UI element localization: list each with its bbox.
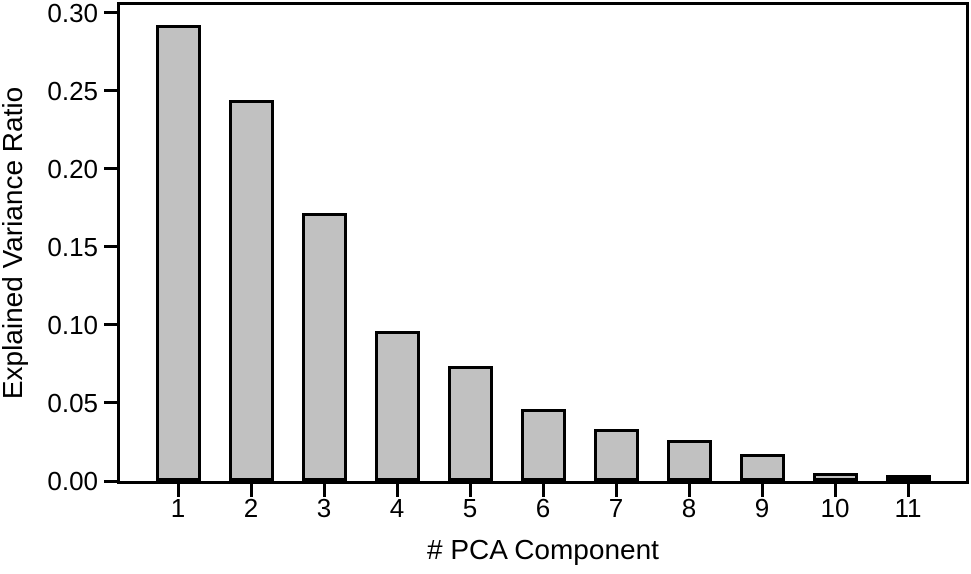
x-tick-mark (469, 484, 472, 497)
bar-component-2 (228, 100, 274, 481)
bar-component-11 (885, 475, 931, 481)
x-tick-label: 9 (754, 493, 770, 523)
y-tick-mark (104, 167, 117, 170)
x-tick-mark (688, 484, 691, 497)
x-tick-label: 4 (389, 493, 405, 523)
y-tick-mark (104, 89, 117, 92)
x-tick-mark (250, 484, 253, 497)
y-tick-label: 0.20 (47, 154, 98, 184)
bar-component-8 (666, 440, 712, 481)
plot-area (117, 2, 969, 484)
y-tick-mark (104, 245, 117, 248)
x-tick-label: 6 (535, 493, 551, 523)
x-tick-mark (177, 484, 180, 497)
y-tick-label: 0.00 (47, 466, 98, 496)
bar-component-6 (520, 409, 566, 481)
bar-component-9 (739, 454, 785, 481)
x-tick-label: 10 (820, 493, 850, 523)
x-tick-mark (907, 484, 910, 497)
x-tick-mark (615, 484, 618, 497)
y-tick-label: 0.10 (47, 310, 98, 340)
x-tick-mark (323, 484, 326, 497)
x-tick-label: 8 (681, 493, 697, 523)
bar-component-10 (812, 473, 858, 481)
y-tick-mark (104, 401, 117, 404)
y-tick-label: 0.05 (47, 388, 98, 418)
x-tick-mark (761, 484, 764, 497)
x-tick-mark (396, 484, 399, 497)
x-tick-label: 7 (608, 493, 624, 523)
bar-component-3 (301, 213, 347, 481)
x-axis-label: # PCA Component (427, 534, 659, 565)
y-tick-mark (104, 480, 117, 483)
bar-component-5 (447, 366, 493, 481)
x-tick-mark (834, 484, 837, 497)
x-tick-label: 1 (170, 493, 186, 523)
y-tick-mark (104, 323, 117, 326)
bar-component-4 (374, 331, 420, 481)
x-tick-label: 3 (316, 493, 332, 523)
y-tick-mark (104, 11, 117, 14)
x-tick-label: 2 (243, 493, 259, 523)
bar-component-7 (593, 429, 639, 481)
x-tick-mark (542, 484, 545, 497)
x-tick-label: 5 (462, 493, 478, 523)
bar-component-1 (155, 25, 201, 481)
y-tick-label: 0.25 (47, 76, 98, 106)
y-tick-label: 0.30 (47, 0, 98, 28)
x-tick-label: 11 (894, 493, 922, 523)
y-tick-label: 0.15 (47, 232, 98, 262)
